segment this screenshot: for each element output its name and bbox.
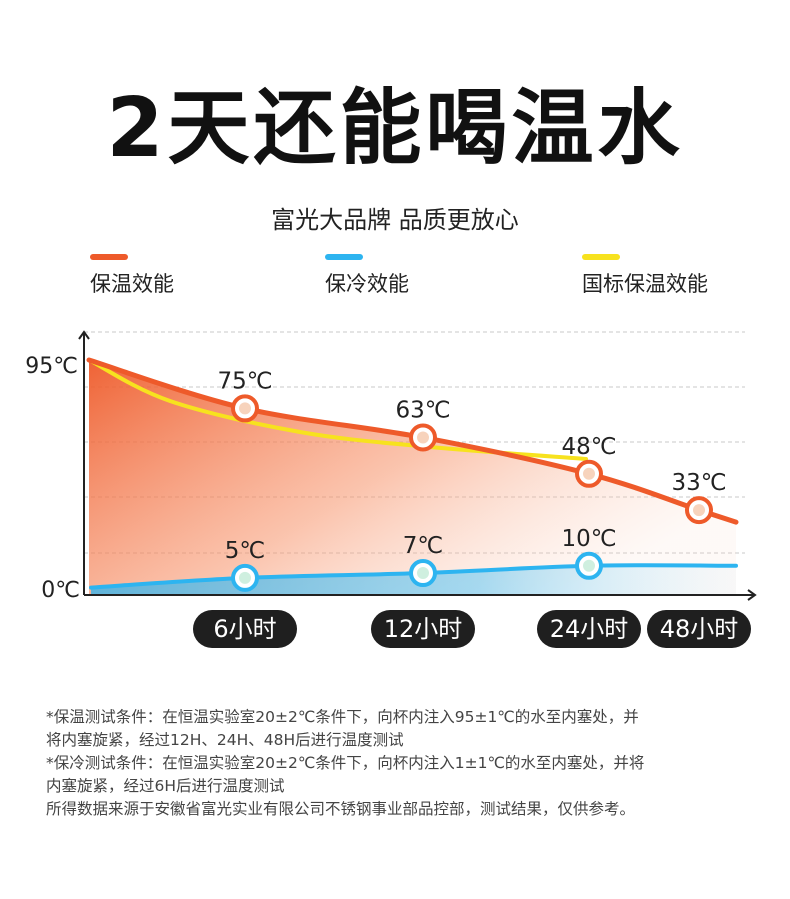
page-subtitle: 富光大品牌 品质更放心 bbox=[271, 206, 519, 234]
y-axis-arrow bbox=[78, 330, 90, 340]
legend-label-standard: 国标保温效能 bbox=[582, 272, 708, 296]
cold-data-label: 7℃ bbox=[403, 533, 443, 559]
temperature-chart: 95℃ 0℃ 75℃ 63℃ 48℃ 33℃ 5℃ 7℃ 10℃ 6小时 12小时 24小时 48小时 bbox=[25, 330, 757, 648]
legend-label-hot: 保温效能 bbox=[90, 272, 174, 296]
note-line: 内塞旋紧，经过6H后进行温度测试 bbox=[46, 777, 285, 795]
page-title: 2天还能喝温水 bbox=[106, 81, 684, 176]
hot-marker-core bbox=[583, 467, 595, 480]
x-category-badge bbox=[537, 610, 641, 648]
note-line: 将内塞旋紧，经过12H、24H、48H后进行温度测试 bbox=[46, 731, 404, 749]
x-tick-label: 12小时 bbox=[384, 615, 463, 643]
hot-marker-core bbox=[239, 402, 251, 415]
note-line: 所得数据来源于安徽省富光实业有限公司不锈钢事业部品控部，测试结果，仅供参考。 bbox=[46, 800, 636, 818]
legend-swatch-hot bbox=[90, 254, 128, 260]
legend-item-hot: 保温效能 bbox=[90, 254, 174, 298]
legend-label-cold: 保冷效能 bbox=[325, 272, 409, 296]
test-notes: *保温测试条件：在恒温实验室20±2℃条件下，向杯内注入95±1℃的水至内塞处，… bbox=[46, 706, 766, 821]
legend-swatch-cold bbox=[325, 254, 363, 260]
hot-data-label: 63℃ bbox=[395, 397, 450, 423]
hot-marker-core bbox=[693, 504, 705, 517]
x-tick-label: 48小时 bbox=[660, 615, 739, 643]
legend-item-standard: 国标保温效能 bbox=[582, 254, 708, 298]
cold-marker-core bbox=[583, 559, 595, 572]
cold-marker-core bbox=[417, 567, 429, 580]
hot-data-label: 75℃ bbox=[217, 368, 272, 394]
x-tick-label: 6小时 bbox=[213, 615, 276, 643]
legend-swatch-standard bbox=[582, 254, 620, 260]
x-tick-label: 24小时 bbox=[550, 615, 629, 643]
note-line: *保冷测试条件：在恒温实验室20±2℃条件下，向杯内注入1±1℃的水至内塞处，并… bbox=[46, 754, 645, 772]
y-tick-label: 0℃ bbox=[41, 578, 80, 603]
hot-data-label: 48℃ bbox=[561, 434, 616, 460]
x-axis-arrow bbox=[747, 589, 757, 601]
hot-data-label: 33℃ bbox=[671, 470, 726, 496]
cold-data-label: 10℃ bbox=[561, 526, 616, 552]
hot-area bbox=[89, 360, 736, 595]
note-line: *保温测试条件：在恒温实验室20±2℃条件下，向杯内注入95±1℃的水至内塞处，… bbox=[46, 708, 639, 726]
x-category-badge bbox=[371, 610, 475, 648]
hot-marker-core bbox=[417, 431, 429, 444]
x-category-badge bbox=[647, 610, 751, 648]
x-category-badge bbox=[193, 610, 297, 648]
legend-item-cold: 保冷效能 bbox=[325, 254, 409, 298]
y-tick-label: 95℃ bbox=[25, 354, 78, 379]
cold-marker-core bbox=[239, 571, 251, 584]
cold-data-label: 5℃ bbox=[225, 538, 265, 564]
